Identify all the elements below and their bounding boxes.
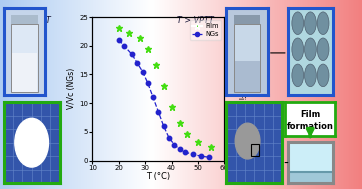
Y-axis label: W/Wc (Film): W/Wc (Film) [236, 66, 245, 112]
Y-axis label: V/Vc (NGs): V/Vc (NGs) [67, 68, 76, 109]
Bar [12, 53, 37, 92]
Text: Film: Film [300, 111, 320, 119]
Circle shape [292, 12, 304, 35]
Circle shape [317, 38, 329, 61]
Circle shape [317, 12, 329, 35]
Bar [11, 24, 38, 92]
Text: T < VPTT: T < VPTT [14, 16, 51, 25]
Legend: Film, NGs: Film, NGs [190, 20, 221, 40]
Bar [251, 144, 259, 156]
Circle shape [304, 64, 316, 87]
Bar [288, 172, 333, 183]
Circle shape [292, 38, 304, 61]
Bar [235, 61, 260, 92]
Circle shape [235, 123, 260, 159]
Bar [11, 15, 38, 24]
Circle shape [15, 118, 49, 167]
Bar [234, 15, 260, 24]
Text: formation: formation [287, 122, 334, 131]
X-axis label: T (°C): T (°C) [146, 172, 171, 181]
Circle shape [304, 38, 316, 61]
Circle shape [304, 12, 316, 35]
Bar [234, 24, 260, 92]
Circle shape [292, 64, 304, 87]
Text: T > VPTT: T > VPTT [177, 16, 214, 25]
Circle shape [317, 64, 329, 87]
